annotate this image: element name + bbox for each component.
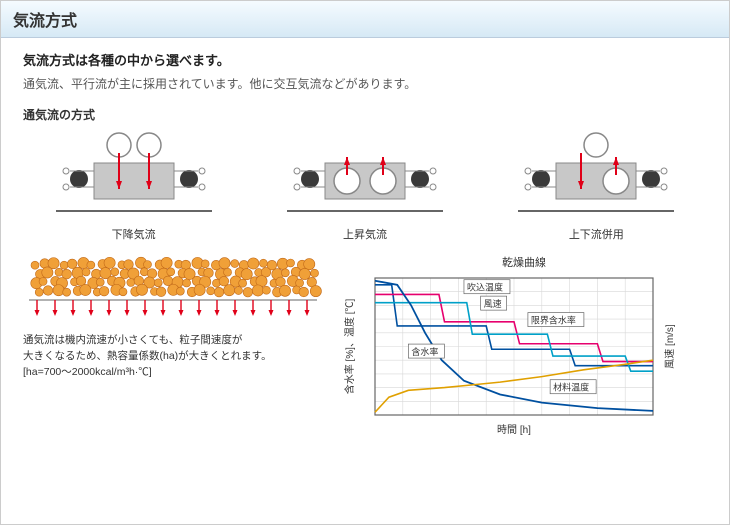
caption-both: 上下流併用 [486, 226, 707, 242]
note-line3: [ha=700～2000kcal/m³h·℃] [23, 366, 152, 378]
particles-svg [23, 254, 323, 324]
svg-text:吹込温度: 吹込温度 [467, 282, 503, 293]
svg-text:風速: 風速 [484, 299, 502, 309]
intro-subtitle: 気流方式は各種の中から選べます。 [23, 50, 707, 69]
intro-desc: 通気流、平行流が主に採用されています。他に交互気流などがあります。 [23, 75, 707, 92]
method-title: 通気流の方式 [23, 106, 707, 123]
chart-title: 乾燥曲線 [341, 254, 707, 270]
svg-text:含水率 [%]、温度 [℃]: 含水率 [%]、温度 [℃] [343, 298, 356, 394]
chart-svg: 吹込温度 風速 限界含水率 含水率 材料温度時間 [h] 含水率 [%]、温度 [… [341, 272, 681, 437]
svg-text:限界含水率: 限界含水率 [531, 315, 576, 326]
diagram-both-svg [496, 129, 696, 219]
content-area: 気流方式は各種の中から選べます。 通気流、平行流が主に採用されています。他に交互… [1, 38, 729, 442]
particles-note: 通気流は機内流速が小さくても、粒子間速度が 大きくなるため、熱容量係数(ha)が… [23, 333, 323, 380]
note-line1: 通気流は機内流速が小さくても、粒子間速度が [23, 334, 242, 346]
section-header: 気流方式 [1, 1, 729, 38]
page-root: 気流方式 気流方式は各種の中から選べます。 通気流、平行流が主に採用されています… [0, 0, 730, 525]
svg-text:風速 [m/s]: 風速 [m/s] [664, 324, 676, 369]
header-title: 気流方式 [13, 13, 77, 30]
airflow-diagrams-row: 下降気流 上昇気流 [23, 129, 707, 242]
svg-text:時間 [h]: 時間 [h] [497, 424, 531, 436]
svg-text:含水率: 含水率 [411, 346, 438, 357]
svg-text:材料温度: 材料温度 [553, 382, 589, 393]
diagram-both: 上下流併用 [486, 129, 707, 242]
diagram-up-svg [265, 129, 465, 219]
diagram-down-svg [34, 129, 234, 219]
diagram-up: 上昇気流 [254, 129, 475, 242]
diagram-down: 下降気流 [23, 129, 244, 242]
caption-up: 上昇気流 [254, 226, 475, 242]
chart-block: 乾燥曲線 吹込温度 風速 限界含水率 含水率 材料温度時間 [h] 含水率 [%]… [341, 254, 707, 442]
particles-block: 通気流は機内流速が小さくても、粒子間速度が 大きくなるため、熱容量係数(ha)が… [23, 254, 323, 442]
note-line2: 大きくなるため、熱容量係数(ha)が大きくとれます。 [23, 350, 272, 362]
lower-row: 通気流は機内流速が小さくても、粒子間速度が 大きくなるため、熱容量係数(ha)が… [23, 254, 707, 442]
caption-down: 下降気流 [23, 226, 244, 242]
